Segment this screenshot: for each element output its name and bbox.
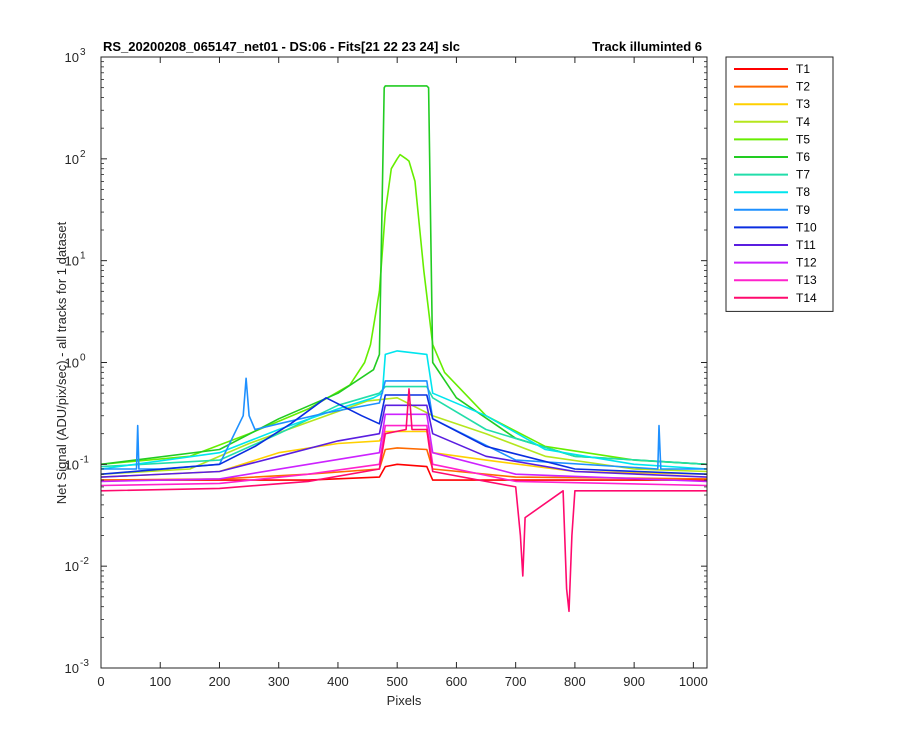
legend-label-t9: T9 xyxy=(796,203,810,217)
series-line-t14 xyxy=(101,388,707,613)
y-tick-label: 10 xyxy=(65,661,79,676)
y-tick-label-exponent: -1 xyxy=(80,454,89,465)
legend-label-t10: T10 xyxy=(796,220,817,234)
y-tick-label: 10 xyxy=(65,254,79,269)
y-tick-label: 10 xyxy=(65,50,79,65)
legend: T1 T2 T3 T4 T5 T6 T7 T8 T9 T10 T11 T12 T13 T14 xyxy=(725,56,834,312)
legend-label-t14: T14 xyxy=(796,291,817,305)
series-line-t8 xyxy=(101,350,707,470)
chart-title-left: RS_20200208_065147_net01 - DS:06 - Fits[… xyxy=(103,39,460,54)
y-tick-label-exponent: 1 xyxy=(80,251,86,262)
y-tick-label-exponent: 3 xyxy=(80,47,86,58)
legend-label-t12: T12 xyxy=(796,256,817,270)
legend-label-t7: T7 xyxy=(796,168,810,182)
y-tick-label: 10 xyxy=(65,559,79,574)
x-tick-label: 900 xyxy=(623,674,645,689)
series-line-t3 xyxy=(101,430,707,478)
y-axis-label: Net Signal (ADU/pix/sec) - all tracks fo… xyxy=(54,221,69,504)
x-tick-label: 700 xyxy=(505,674,527,689)
x-tick-label: 1000 xyxy=(679,674,708,689)
y-tick-label-exponent: 0 xyxy=(80,353,86,364)
plot-content xyxy=(101,85,707,613)
x-tick-label: 600 xyxy=(446,674,468,689)
series-line-t11 xyxy=(101,404,707,478)
x-tick-label: 500 xyxy=(386,674,408,689)
legend-label-t1: T1 xyxy=(796,62,810,76)
series-line-t1 xyxy=(101,463,707,481)
x-tick-label: 400 xyxy=(327,674,349,689)
legend-label-t2: T2 xyxy=(796,80,810,94)
legend-box xyxy=(725,56,834,312)
series-line-t6 xyxy=(101,85,707,466)
legend-label-t13: T13 xyxy=(796,273,817,287)
legend-label-t11: T11 xyxy=(796,238,816,252)
series-line-t9 xyxy=(101,377,707,470)
axes-frame xyxy=(100,56,708,669)
x-tick-label: 100 xyxy=(149,674,171,689)
series-line-t4 xyxy=(101,397,707,475)
chart-title-right: Track illuminted 6 xyxy=(592,39,702,54)
series-line-t12 xyxy=(101,413,707,483)
axis-ticks: 0 100 200 300 400 500 600 700 800 900 100010-310-2… xyxy=(65,47,708,689)
series-line-t10 xyxy=(101,394,707,475)
y-tick-label: 10 xyxy=(65,457,79,472)
x-axis-label: Pixels xyxy=(387,693,422,708)
x-tick-label: 300 xyxy=(268,674,290,689)
legend-label-t5: T5 xyxy=(796,132,810,146)
series-line-t5 xyxy=(101,153,707,466)
y-tick-label-exponent: 2 xyxy=(80,149,86,160)
legend-label-t3: T3 xyxy=(796,97,810,111)
series-line-t7 xyxy=(101,385,707,468)
legend-label-t8: T8 xyxy=(796,185,810,199)
series-line-t13 xyxy=(101,424,707,487)
axes-box xyxy=(100,56,708,669)
x-tick-label: 800 xyxy=(564,674,586,689)
y-tick-label-exponent: -3 xyxy=(80,658,89,669)
legend-label-t6: T6 xyxy=(796,150,810,164)
y-tick-label-exponent: -2 xyxy=(80,556,89,567)
y-tick-label: 10 xyxy=(65,152,79,167)
legend-label-t4: T4 xyxy=(796,115,810,129)
y-tick-label: 10 xyxy=(65,356,79,371)
x-tick-label: 0 xyxy=(97,674,104,689)
x-tick-label: 200 xyxy=(209,674,231,689)
